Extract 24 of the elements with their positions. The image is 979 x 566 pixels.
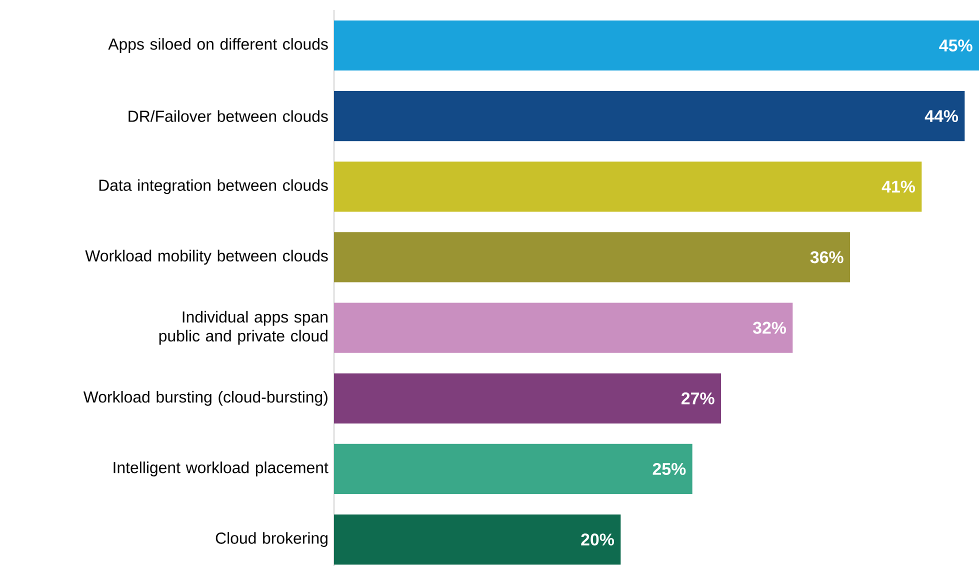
y-tick-label: Cloud brokering bbox=[216, 532, 328, 547]
bar bbox=[334, 444, 692, 494]
data-label: 44% bbox=[924, 110, 958, 122]
data-label: 25% bbox=[652, 462, 686, 475]
y-tick-label: DR/Failover between clouds bbox=[128, 110, 328, 122]
y-tick-label: Apps siloed on different clouds bbox=[108, 38, 328, 53]
y-tick-label: Intelligent workload placement bbox=[114, 462, 328, 476]
bar bbox=[334, 232, 850, 282]
y-tick-label: Workload bursting (cloud-bursting) bbox=[83, 390, 328, 406]
data-label: 20% bbox=[581, 534, 614, 546]
data-label: 27% bbox=[682, 392, 714, 404]
bar bbox=[334, 162, 922, 212]
data-label: 45% bbox=[939, 40, 972, 52]
bar bbox=[334, 514, 621, 565]
bar bbox=[334, 373, 722, 424]
y-tick-label: Individual apps span public and private cloud bbox=[159, 310, 328, 345]
bar bbox=[334, 302, 793, 353]
bar bbox=[334, 91, 965, 142]
data-label: 36% bbox=[810, 251, 844, 264]
bar bbox=[334, 20, 979, 71]
data-label: 41% bbox=[882, 180, 916, 193]
data-label: 32% bbox=[752, 322, 786, 334]
y-tick-label: Workload mobility between clouds bbox=[85, 250, 328, 265]
y-tick-label: Data integration between clouds bbox=[99, 179, 328, 194]
